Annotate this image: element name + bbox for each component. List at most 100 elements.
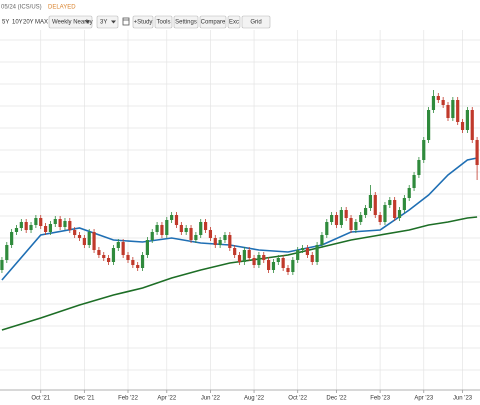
candle-body	[427, 110, 431, 140]
candle-body	[174, 215, 179, 225]
candle-body	[388, 200, 392, 205]
candle-body	[126, 255, 130, 260]
candle-body	[271, 262, 276, 270]
moving-average-line	[1, 157, 478, 281]
candle-body	[203, 222, 208, 230]
candle-body	[0, 260, 4, 270]
select-arrow	[111, 20, 116, 24]
candle-body	[300, 248, 305, 250]
candle-body	[223, 235, 227, 240]
toolbar: 5Y 10Y 20Y MAX Weekly Nearby 3Y +Study Tools Set…	[2, 15, 271, 29]
candle-body	[63, 221, 67, 227]
candle-body	[339, 210, 343, 225]
candle-body	[460, 122, 465, 130]
candle-body	[257, 255, 261, 265]
candle-body	[194, 235, 198, 240]
candle-body	[107, 258, 111, 262]
candle-body	[456, 100, 460, 122]
toolbar-button[interactable]	[241, 15, 271, 29]
candle-body	[73, 230, 77, 235]
toolbar-button[interactable]	[132, 15, 154, 29]
x-tick-label: Dec '21	[74, 396, 95, 402]
candle-body	[165, 220, 169, 235]
candle-body	[199, 222, 203, 235]
select-box[interactable]	[48, 15, 93, 29]
candle-body	[320, 235, 324, 245]
candle-body	[363, 208, 368, 215]
candle-body	[68, 221, 72, 230]
candle-body	[286, 268, 290, 272]
candle-body	[330, 215, 334, 222]
candle-body	[417, 160, 421, 175]
candle-body	[383, 205, 387, 222]
calendar-icon[interactable]	[122, 17, 130, 26]
candle-body	[237, 255, 242, 262]
toolbar-button-label[interactable]: Grid	[250, 20, 261, 26]
candle-body	[116, 242, 120, 248]
candle-body	[281, 258, 285, 268]
candle-body	[465, 110, 469, 130]
x-tick-label: Jun '23	[453, 396, 473, 402]
candle-body	[262, 255, 266, 260]
candle-body	[136, 265, 140, 268]
candle-body	[48, 224, 53, 232]
candle-body	[325, 222, 329, 235]
status: DELAYED	[48, 5, 76, 11]
candle-body	[446, 105, 450, 118]
candle-body	[43, 226, 48, 232]
candle-body	[10, 232, 14, 245]
candle-body	[407, 188, 411, 198]
toolbar-button-label[interactable]: +Study	[134, 20, 153, 26]
symbol-text: 05/24 (ICS/US)	[1, 5, 42, 11]
candle-body	[359, 215, 363, 222]
range-button[interactable]: 10Y	[12, 20, 23, 26]
toolbar-button-label[interactable]: Compare	[201, 20, 226, 26]
toolbar-button-label[interactable]: Exc	[229, 20, 239, 26]
candle-body	[436, 96, 440, 100]
candle-body	[378, 215, 382, 222]
candle-body	[344, 210, 348, 218]
candle-body	[233, 248, 237, 255]
toolbar-button[interactable]	[199, 15, 227, 29]
select-arrow	[85, 20, 90, 24]
candle-body	[242, 250, 246, 262]
candle-body	[24, 222, 28, 230]
toolbar-button[interactable]	[227, 15, 241, 29]
candle-body	[29, 225, 33, 230]
candle-body	[155, 225, 159, 232]
candle-body	[412, 175, 416, 188]
range-button[interactable]: MAX	[35, 20, 48, 26]
x-tick-label: Feb '22	[118, 396, 138, 402]
candle-body	[14, 228, 19, 232]
candle-body	[373, 195, 377, 215]
toolbar-button[interactable]	[173, 15, 199, 29]
select-label[interactable]: 3Y	[100, 20, 107, 26]
candle-body	[121, 242, 125, 255]
candle-body	[451, 100, 455, 118]
x-tick-label: Oct '22	[288, 396, 307, 402]
range-button[interactable]: 20Y	[23, 20, 34, 26]
select-label[interactable]: Weekly Nearby	[52, 20, 93, 26]
x-tick-label: Aug '22	[244, 396, 265, 402]
candle-body	[247, 250, 251, 258]
toolbar-button-label[interactable]: Settings	[175, 20, 197, 26]
candle-body	[179, 225, 183, 232]
candle-body	[310, 255, 314, 262]
candle-body	[354, 222, 358, 230]
candle-body	[58, 219, 62, 227]
candle-body	[441, 100, 445, 105]
range-button[interactable]: 5Y	[2, 20, 9, 26]
candle-body	[92, 232, 96, 250]
select-box[interactable]	[96, 15, 119, 29]
candle-body	[431, 96, 436, 110]
candle-body	[276, 258, 280, 262]
candle-body	[267, 260, 271, 270]
candle-body	[252, 258, 256, 265]
moving-average-line	[1, 216, 478, 331]
candle-body	[87, 232, 91, 245]
candle-body	[82, 238, 86, 245]
candle-body	[296, 250, 300, 260]
x-tick-label: Apr '22	[157, 396, 176, 402]
toolbar-button[interactable]	[154, 15, 173, 29]
toolbar-button-label[interactable]: Tools	[156, 20, 170, 26]
